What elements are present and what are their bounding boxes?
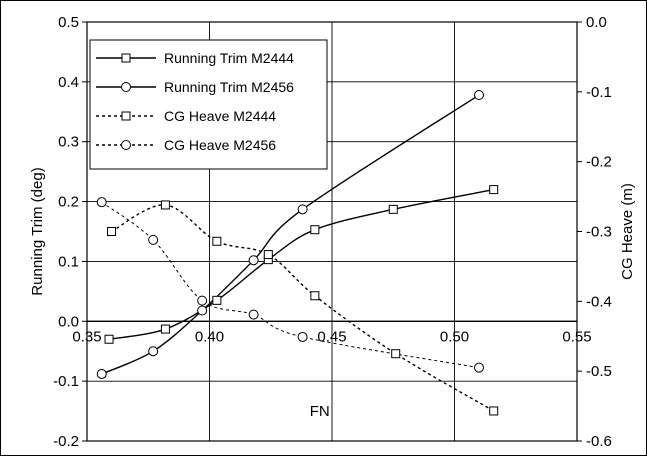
y-tick-label: 0.0 — [58, 313, 79, 330]
y-tick-label: -0.2 — [53, 433, 79, 450]
x-tick-label: 0.45 — [317, 328, 346, 345]
y-tick-label: 0.2 — [58, 194, 79, 211]
legend-marker-0 — [121, 53, 131, 63]
data-point — [212, 236, 222, 246]
x-tick-label: 0.40 — [195, 328, 224, 345]
x-tick-label: 0.35 — [72, 328, 101, 345]
y2-tick-label: -0.4 — [586, 293, 612, 310]
data-point — [197, 305, 208, 316]
y2-tick-label: 0.0 — [586, 14, 607, 31]
legend-label-2: CG Heave M2444 — [164, 108, 276, 124]
data-point — [148, 234, 159, 245]
y-tick-label: 0.1 — [58, 253, 79, 270]
data-point — [96, 197, 107, 208]
data-point — [474, 90, 484, 101]
data-point — [96, 368, 107, 379]
data-point — [297, 204, 308, 215]
legend-label-3: CG Heave M2456 — [164, 137, 276, 153]
y-tick-label: 0.5 — [58, 14, 79, 31]
x-tick-label: 0.50 — [440, 328, 469, 345]
y2-tick-label: -0.3 — [586, 224, 612, 241]
data-point — [388, 204, 398, 214]
series-markers — [96, 90, 499, 416]
y2-tick-label: -0.6 — [586, 433, 612, 450]
data-point — [489, 406, 499, 416]
data-point — [160, 200, 170, 210]
data-point — [391, 349, 401, 359]
legend-marker-3 — [121, 140, 131, 150]
data-point — [107, 227, 116, 236]
data-point — [489, 185, 499, 195]
data-point — [474, 362, 484, 373]
legend-marker-1 — [121, 82, 131, 92]
data-point — [297, 331, 308, 342]
data-point — [160, 324, 170, 334]
data-point — [248, 255, 259, 266]
axis-ticks: -0.2 -0.1 0.0 0.1 0.2 0.3 0.4 0.5 0.35 0.40 0.45 0.… — [53, 14, 612, 450]
data-point — [212, 295, 222, 305]
data-point — [310, 225, 320, 235]
y2-axis-title: CG Heave (m) — [619, 183, 636, 280]
y-tick-label: -0.1 — [53, 373, 79, 390]
y-tick-label: 0.4 — [58, 74, 79, 91]
y2-tick-label: -0.5 — [586, 363, 612, 380]
y-axis-title: Running Trim (deg) — [29, 167, 46, 295]
y2-tick-label: -0.1 — [586, 84, 612, 101]
data-point — [310, 291, 320, 301]
x-tick-label: 0.55 — [562, 328, 591, 345]
legend: Running Trim M2444 Running Trim M2456 CG H… — [89, 39, 328, 170]
legend-label-1: Running Trim M2456 — [164, 79, 294, 95]
data-point — [248, 309, 259, 320]
data-point — [197, 295, 208, 306]
data-point — [104, 334, 114, 344]
legend-marker-2 — [121, 111, 131, 121]
y-tick-label: 0.3 — [58, 134, 79, 151]
data-point — [263, 250, 273, 260]
y2-tick-label: -0.2 — [586, 154, 612, 171]
x-axis-title: FN — [310, 403, 330, 420]
data-point — [148, 346, 159, 357]
legend-label-0: Running Trim M2444 — [164, 50, 294, 66]
